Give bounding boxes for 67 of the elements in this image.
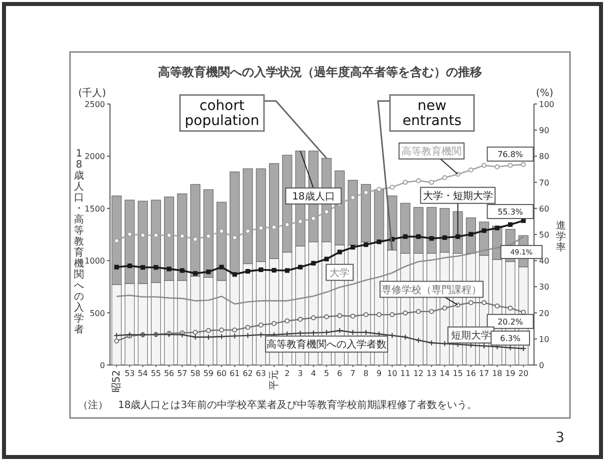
x-tick-label: 9 xyxy=(376,369,382,378)
y2-tick-label: 80 xyxy=(539,152,550,162)
y2-tick-label: 60 xyxy=(539,204,550,214)
y2-tick-label: 0 xyxy=(539,361,544,370)
x-tick-label: 54 xyxy=(138,369,148,378)
x-tick-label: 11 xyxy=(400,369,410,378)
data-label: 6.3% xyxy=(500,334,521,343)
x-tick-label: 15 xyxy=(452,369,463,378)
y-tick-label: 2000 xyxy=(84,152,105,162)
y2-tick-label: 20 xyxy=(539,308,550,318)
x-tick-label: 2 xyxy=(284,369,290,378)
data-label: 76.8% xyxy=(498,150,524,159)
data-label: 20.2% xyxy=(498,317,524,326)
x-tick-label: 18 xyxy=(492,369,502,378)
chart-title: 高等教育機関への入学状況（過年度高卒者等を含む）の推移 xyxy=(158,65,482,79)
x-tick-label: 6 xyxy=(337,369,342,378)
text: (%) xyxy=(536,88,554,99)
x-tick-label: 60 xyxy=(216,369,227,378)
x-tick-label: 5 xyxy=(324,369,330,378)
y-tick-label: 1500 xyxy=(84,204,105,214)
x-tick-label: 8 xyxy=(363,369,368,378)
text: （注） 18歳人口とは3年前の中学校卒業者及び中等教育学校前期課程修了者数をいう。 xyxy=(78,399,478,411)
text: 18歳人口・高等教育機関への入学者 xyxy=(74,148,84,336)
data-label: 55.3% xyxy=(498,207,524,216)
text: 3 xyxy=(556,430,564,446)
x-tick-label: 62 xyxy=(242,369,253,378)
x-tick-label: 55 xyxy=(150,369,162,378)
x-tick-label: 17 xyxy=(478,369,490,378)
annotation: cohort population xyxy=(184,98,260,129)
y2-tick-label: 100 xyxy=(539,100,554,109)
x-tick-label: 12 xyxy=(413,369,424,378)
series-label: 大学 xyxy=(330,266,350,279)
y-tick-label: 1000 xyxy=(84,256,105,266)
y2-tick-label: 70 xyxy=(539,178,550,188)
x-tick-label: 61 xyxy=(230,369,240,378)
x-tick-label: 16 xyxy=(466,369,476,378)
y-tick-label: 0 xyxy=(100,361,105,370)
series-label: 高等教育機関への入学者数 xyxy=(266,338,387,351)
annotation: 18歳人口 xyxy=(292,190,335,203)
series-label: 高等教育機関 xyxy=(402,146,462,158)
series-label: 短期大学 xyxy=(450,330,491,342)
y2-tick-label: 90 xyxy=(539,126,550,136)
y2-tick-label: 10 xyxy=(539,334,550,344)
y2-tick-label: 30 xyxy=(539,282,550,292)
series-label: 専修学校（専門課程） xyxy=(382,284,482,296)
x-tick-label: 20 xyxy=(518,369,529,378)
x-tick-label: 10 xyxy=(387,369,398,378)
x-tick-label: 59 xyxy=(203,369,214,378)
x-tick-label: 14 xyxy=(440,369,450,378)
x-tick-label: 19 xyxy=(505,369,516,378)
x-tick-label: 57 xyxy=(177,369,188,378)
x-tick-label: 53 xyxy=(124,369,135,378)
y2-axis-title: 進学率 xyxy=(556,220,566,254)
annotation: new entrants xyxy=(402,98,462,129)
y2-tick-label: 50 xyxy=(539,230,550,240)
x-tick-label: 63 xyxy=(256,369,266,378)
x-tick-label: 56 xyxy=(164,369,174,378)
x-tick-label: 3 xyxy=(298,369,303,378)
x-tick-label: 58 xyxy=(190,369,200,378)
text: (千人) xyxy=(78,87,106,99)
x-tick-label: 平元 xyxy=(269,370,280,390)
y-tick-label: 500 xyxy=(90,308,105,318)
x-tick-label: 13 xyxy=(426,369,437,378)
x-tick-label: 昭52 xyxy=(112,370,123,393)
y-tick-label: 2500 xyxy=(84,100,105,109)
x-tick-label: 7 xyxy=(350,369,356,378)
x-tick-label: 4 xyxy=(310,369,316,378)
